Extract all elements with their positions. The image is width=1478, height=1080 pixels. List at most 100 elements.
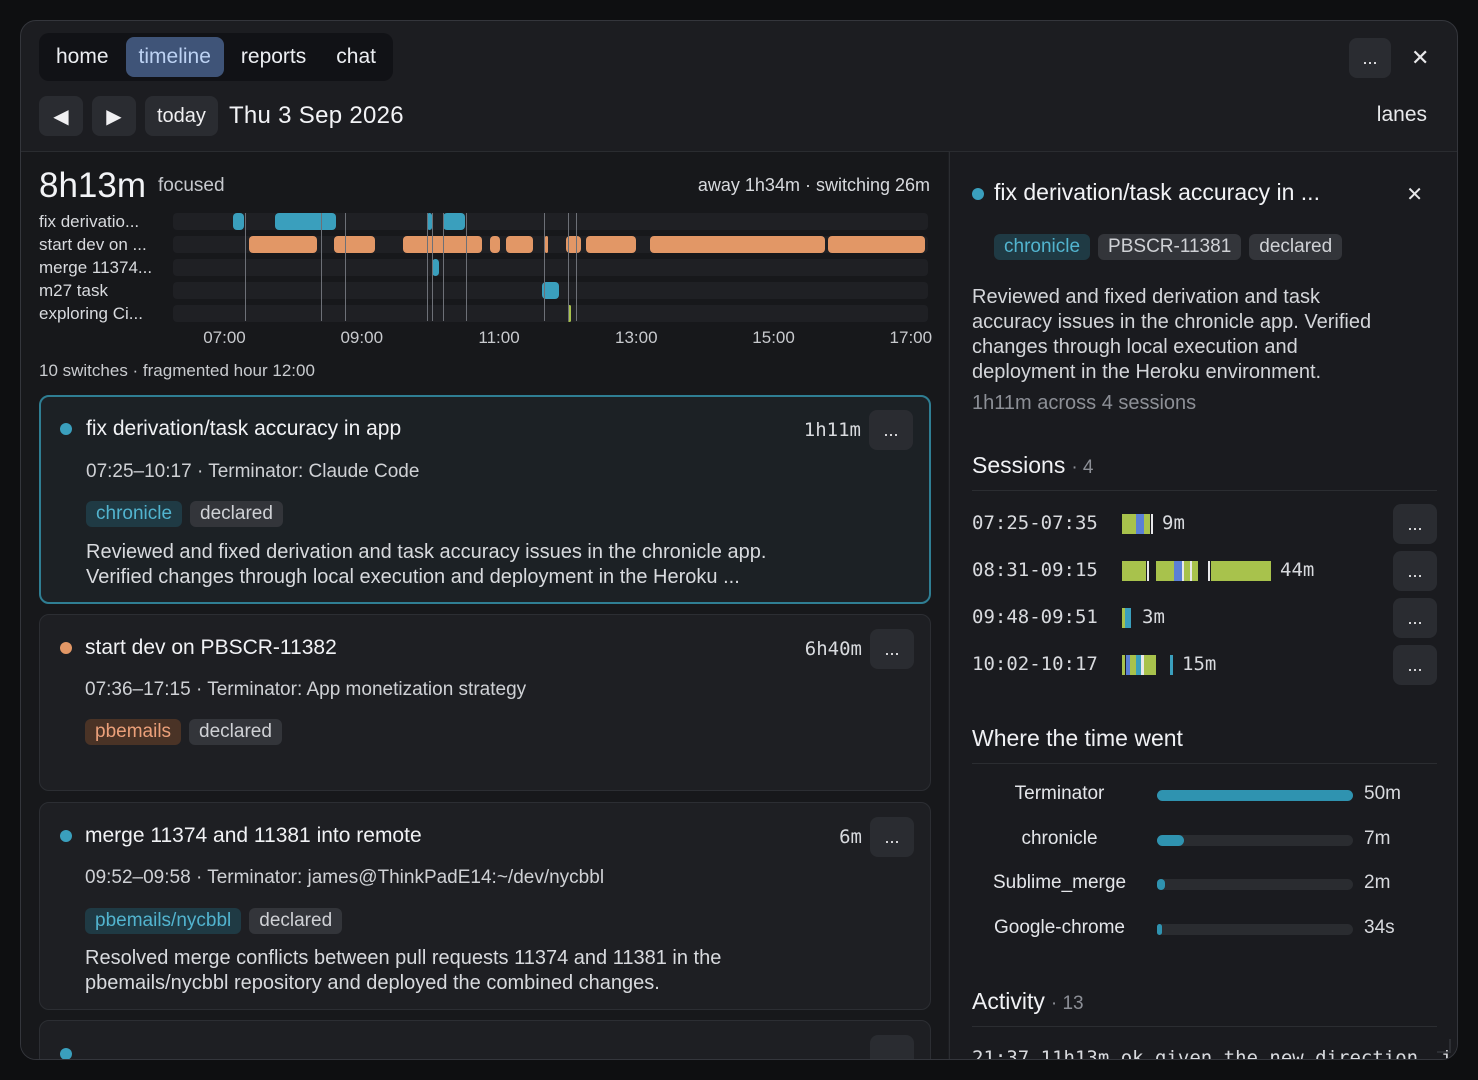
where-row[interactable]: Terminator 50m bbox=[972, 780, 1437, 810]
switch-marker bbox=[320, 213, 322, 321]
session-row[interactable]: 07:25-07:35 9m ... bbox=[972, 504, 1437, 544]
tab-chat[interactable]: chat bbox=[336, 45, 376, 68]
prev-day-button[interactable]: ◀ bbox=[39, 96, 83, 136]
task-card[interactable]: merge 11374 and 11381 into remote 6m ...… bbox=[39, 802, 931, 1010]
lane-segment[interactable] bbox=[565, 236, 582, 253]
time-bar bbox=[1157, 835, 1353, 846]
tag[interactable]: pbemails bbox=[85, 719, 182, 745]
lane-track bbox=[173, 213, 928, 230]
tag[interactable]: declared bbox=[249, 908, 343, 934]
time-bar-fill bbox=[1157, 879, 1165, 890]
time-tick-label: 09:00 bbox=[340, 328, 384, 347]
where-row[interactable]: chronicle 7m bbox=[972, 825, 1437, 855]
session-duration: 44m bbox=[1280, 559, 1315, 581]
lane-label[interactable]: m27 task bbox=[39, 281, 108, 300]
where-row[interactable]: Sublime_merge 2m bbox=[972, 869, 1437, 899]
time-bar bbox=[1157, 924, 1353, 935]
activity-item[interactable]: 21:37 11h13m ok given the new direction,… bbox=[972, 1047, 1453, 1060]
session-row[interactable]: 10:02-10:17 15m ... bbox=[972, 645, 1437, 685]
tag[interactable]: declared bbox=[1249, 234, 1343, 260]
tab-timeline[interactable]: timeline bbox=[125, 37, 224, 77]
lane-segment[interactable] bbox=[334, 236, 376, 253]
lane-segment[interactable] bbox=[432, 259, 439, 276]
lane-segment[interactable] bbox=[442, 213, 465, 230]
lane-label[interactable]: fix derivatio... bbox=[39, 212, 140, 231]
current-date: Thu 3 Sep 2026 bbox=[228, 102, 404, 129]
tag[interactable]: chronicle bbox=[994, 234, 1091, 260]
desc-line: Reviewed and fixed derivation and task a… bbox=[86, 541, 767, 563]
lane-segment[interactable] bbox=[567, 305, 572, 322]
tab-home[interactable]: home bbox=[56, 45, 109, 68]
task-card[interactable]: fix derivation/task accuracy in app 1h11… bbox=[39, 395, 931, 604]
tab-reports[interactable]: reports bbox=[240, 45, 307, 68]
switch-marker bbox=[567, 213, 569, 321]
session-more-button[interactable]: ... bbox=[1393, 598, 1437, 638]
lane-track bbox=[173, 305, 928, 322]
tag[interactable]: chronicle bbox=[86, 501, 183, 527]
desc-line: deployment in the Heroku environment. bbox=[972, 361, 1322, 383]
card-more-button[interactable]: ... bbox=[870, 629, 914, 669]
lane-segment[interactable] bbox=[402, 236, 482, 253]
session-time: 09:48-09:51 bbox=[972, 606, 1098, 628]
status-dot bbox=[60, 642, 72, 654]
task-card[interactable] bbox=[39, 1020, 931, 1059]
time-tick-label: 07:00 bbox=[203, 328, 246, 347]
tag[interactable]: declared bbox=[190, 501, 283, 527]
session-more-button[interactable]: ... bbox=[1393, 551, 1437, 591]
time-tick-label: 17:00 bbox=[889, 328, 933, 347]
away-switching-summary: away 1h34m · switching 26m bbox=[697, 175, 930, 195]
header-more-button[interactable]: ... bbox=[1349, 38, 1391, 78]
card-more-button[interactable]: ... bbox=[869, 410, 913, 450]
tag[interactable]: declared bbox=[189, 719, 282, 745]
next-day-button[interactable]: ▶ bbox=[92, 96, 136, 136]
date-navigation: ◀ ▶ today Thu 3 Sep 2026 bbox=[39, 96, 404, 136]
close-window-icon[interactable]: ✕ bbox=[1411, 45, 1430, 70]
today-button[interactable]: today bbox=[145, 96, 218, 136]
lane-segment[interactable] bbox=[828, 236, 925, 253]
session-row[interactable]: 09:48-09:51 3m ... bbox=[972, 598, 1437, 638]
lane-segment[interactable] bbox=[505, 236, 534, 253]
tag[interactable]: PBSCR-11381 bbox=[1098, 234, 1242, 260]
lane-segment[interactable] bbox=[426, 213, 433, 230]
lane-segment[interactable] bbox=[232, 213, 244, 230]
card-title: start dev on PBSCR-11382 bbox=[85, 636, 337, 659]
detail-tags: chronicle PBSCR-11381 declared bbox=[994, 234, 1343, 260]
lane-segment[interactable] bbox=[490, 236, 501, 253]
where-row[interactable]: Google-chrome 34s bbox=[972, 914, 1437, 944]
lane-segment[interactable] bbox=[541, 282, 560, 299]
activity-heading: Activity · 13 bbox=[972, 988, 1084, 1015]
tag[interactable]: pbemails/nycbbl bbox=[85, 908, 242, 934]
lane-segment[interactable] bbox=[586, 236, 637, 253]
lane-segment[interactable] bbox=[274, 213, 337, 230]
session-time: 08:31-09:15 bbox=[972, 559, 1098, 581]
lane-segment[interactable] bbox=[248, 236, 318, 253]
session-row[interactable]: 08:31-09:15 44m ... bbox=[972, 551, 1437, 591]
resize-handle-icon[interactable] bbox=[1437, 1039, 1451, 1053]
lane-label[interactable]: start dev on ... bbox=[39, 235, 147, 254]
card-more-button[interactable]: ... bbox=[870, 817, 914, 857]
session-duration: 15m bbox=[1182, 653, 1217, 675]
task-card[interactable]: start dev on PBSCR-11382 6h40m ... 07:36… bbox=[39, 614, 931, 791]
section-divider bbox=[972, 1026, 1437, 1027]
switch-marker bbox=[442, 213, 444, 321]
section-divider bbox=[972, 763, 1437, 764]
sessions-heading: Sessions · 4 bbox=[972, 452, 1094, 479]
time-bar-fill bbox=[1157, 835, 1185, 846]
desc-line: accuracy issues in the chronicle app. Ve… bbox=[972, 311, 1372, 333]
switch-marker bbox=[426, 213, 428, 321]
lane-segment[interactable] bbox=[650, 236, 826, 253]
session-more-button[interactable]: ... bbox=[1393, 645, 1437, 685]
card-more-button[interactable] bbox=[870, 1035, 914, 1059]
session-more-button[interactable]: ... bbox=[1393, 504, 1437, 544]
lane-label[interactable]: exploring Ci... bbox=[39, 304, 143, 323]
time-bar bbox=[1157, 790, 1353, 801]
card-meta: 07:25–10:17 · Terminator: Claude Code bbox=[86, 461, 420, 482]
time-bar-fill bbox=[1157, 790, 1353, 801]
lane-segment[interactable] bbox=[545, 236, 549, 253]
close-detail-icon[interactable]: ✕ bbox=[1406, 184, 1423, 206]
time-value: 7m bbox=[1364, 828, 1391, 849]
desc-line: changes through local execution and bbox=[972, 336, 1298, 358]
lanes-toggle[interactable]: lanes bbox=[1376, 103, 1427, 126]
focused-total: 8h13m bbox=[39, 166, 147, 205]
lane-label[interactable]: merge 11374... bbox=[39, 258, 153, 277]
